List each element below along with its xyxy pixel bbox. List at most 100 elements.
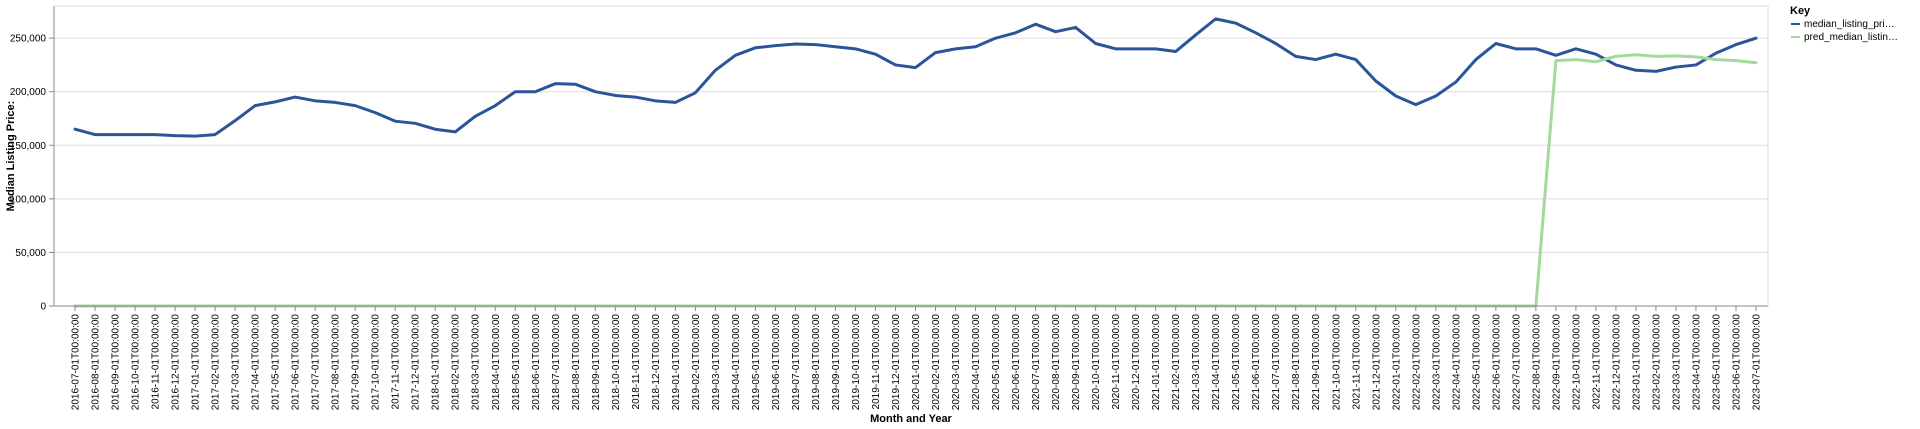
x-tick-label: 2018-11-01T00:00:00 (631, 314, 642, 410)
x-tick-label: 2017-11-01T00:00:00 (391, 314, 402, 410)
x-tick-label: 2017-09-01T00:00:00 (351, 314, 362, 411)
x-tick-label: 2017-12-01T00:00:00 (411, 314, 422, 411)
x-tick-label: 2019-06-01T00:00:00 (771, 314, 782, 411)
x-tick-label: 2021-04-01T00:00:00 (1211, 314, 1222, 411)
legend-entry-label: median_listing_pri… (1804, 19, 1895, 30)
x-tick-label: 2021-10-01T00:00:00 (1331, 314, 1342, 411)
x-tick-label: 2016-07-01T00:00:00 (71, 314, 82, 411)
x-tick-label: 2021-12-01T00:00:00 (1371, 314, 1382, 411)
x-tick-label: 2022-11-01T00:00:00 (1591, 314, 1602, 410)
x-tick-label: 2022-12-01T00:00:00 (1611, 314, 1622, 411)
y-axis: 0 50,000 100,000 150,000 200,000 250,000 (10, 6, 55, 313)
x-tick-label: 2018-01-01T00:00:00 (431, 314, 442, 411)
x-tick-label: 2020-12-01T00:00:00 (1131, 314, 1142, 411)
x-tick-label: 2022-08-01T00:00:00 (1531, 314, 1542, 411)
x-tick-label: 2021-07-01T00:00:00 (1271, 314, 1282, 411)
x-tick-label: 2022-06-01T00:00:00 (1491, 314, 1502, 411)
x-tick-label: 2019-07-01T00:00:00 (791, 314, 802, 411)
x-tick-label: 2023-05-01T00:00:00 (1711, 314, 1722, 411)
x-tick-label: 2020-08-01T00:00:00 (1051, 314, 1062, 411)
x-tick-label: 2020-04-01T00:00:00 (971, 314, 982, 411)
y-tick-label: 100,000 (10, 194, 47, 205)
x-tick-label: 2017-04-01T00:00:00 (251, 314, 262, 411)
x-tick-label: 2016-11-01T00:00:00 (151, 314, 162, 410)
x-tick-label: 2021-05-01T00:00:00 (1231, 314, 1242, 411)
x-tick-label: 2021-09-01T00:00:00 (1311, 314, 1322, 411)
x-tick-label: 2019-02-01T00:00:00 (691, 314, 702, 411)
x-tick-label: 2016-09-01T00:00:00 (111, 314, 122, 411)
x-tick-label: 2017-08-01T00:00:00 (331, 314, 342, 411)
x-tick-label: 2021-03-01T00:00:00 (1191, 314, 1202, 411)
x-tick-label: 2022-01-01T00:00:00 (1391, 314, 1402, 411)
x-tick-label: 2020-02-01T00:00:00 (931, 314, 942, 411)
x-tick-label: 2021-11-01T00:00:00 (1351, 314, 1362, 410)
legend-title: Key (1790, 5, 1811, 17)
x-tick-label: 2018-10-01T00:00:00 (611, 314, 622, 411)
series-line (73, 53, 1758, 308)
x-tick-label: 2017-10-01T00:00:00 (371, 314, 382, 411)
x-tick-label: 2017-03-01T00:00:00 (231, 314, 242, 411)
legend: Key median_listing_pri… pred_median_listi… (1790, 5, 1898, 43)
x-tick-label: 2019-09-01T00:00:00 (831, 314, 842, 411)
x-tick-label: 2016-12-01T00:00:00 (171, 314, 182, 411)
y-gridlines (54, 37, 1768, 307)
series-layer (73, 17, 1758, 308)
x-tick-label: 2018-07-01T00:00:00 (551, 314, 562, 411)
x-tick-label: 2018-04-01T00:00:00 (491, 314, 502, 411)
x-tick-label: 2020-09-01T00:00:00 (1071, 314, 1082, 411)
x-tick-label: 2018-02-01T00:00:00 (451, 314, 462, 411)
x-tick-label: 2020-05-01T00:00:00 (991, 314, 1002, 411)
x-tick-label: 2022-10-01T00:00:00 (1571, 314, 1582, 411)
x-tick-label: 2022-03-01T00:00:00 (1431, 314, 1442, 411)
x-tick-label: 2017-07-01T00:00:00 (311, 314, 322, 411)
x-tick-label: 2017-05-01T00:00:00 (271, 314, 282, 411)
x-tick-label: 2023-06-01T00:00:00 (1731, 314, 1742, 411)
x-tick-label: 2020-07-01T00:00:00 (1031, 314, 1042, 411)
x-tick-label: 2021-08-01T00:00:00 (1291, 314, 1302, 411)
series-line (73, 17, 1758, 138)
x-tick-label: 2023-02-01T00:00:00 (1651, 314, 1662, 411)
x-tick-label: 2023-03-01T00:00:00 (1671, 314, 1682, 411)
x-tick-label: 2019-01-01T00:00:00 (671, 314, 682, 411)
x-tick-label: 2021-02-01T00:00:00 (1171, 314, 1182, 411)
x-tick-label: 2022-07-01T00:00:00 (1511, 314, 1522, 411)
x-tick-label: 2018-03-01T00:00:00 (471, 314, 482, 411)
x-tick-label: 2016-10-01T00:00:00 (131, 314, 142, 411)
x-tick-label: 2019-12-01T00:00:00 (891, 314, 902, 411)
x-axis-title: Month and Year (870, 413, 952, 425)
x-tick-label: 2020-10-01T00:00:00 (1091, 314, 1102, 411)
x-axis: 2016-07-01T00:00:00 2016-08-01T00:00:00 20… (54, 305, 1768, 411)
x-tick-label: 2018-05-01T00:00:00 (511, 314, 522, 411)
x-tick-label: 2018-06-01T00:00:00 (531, 314, 542, 411)
x-tick-label: 2023-01-01T00:00:00 (1631, 314, 1642, 411)
x-tick-label: 2016-08-01T00:00:00 (91, 314, 102, 411)
plot-frame (53, 5, 1769, 307)
x-tick-label: 2022-09-01T00:00:00 (1551, 314, 1562, 411)
y-tick-label: 0 (40, 302, 46, 313)
x-tick-label: 2019-11-01T00:00:00 (871, 314, 882, 410)
x-tick-label: 2020-06-01T00:00:00 (1011, 314, 1022, 411)
x-tick-label: 2019-05-01T00:00:00 (751, 314, 762, 411)
x-tick-label: 2017-06-01T00:00:00 (291, 314, 302, 411)
x-tick-label: 2017-01-01T00:00:00 (191, 314, 202, 411)
x-tick-label: 2020-01-01T00:00:00 (911, 314, 922, 411)
legend-entries: median_listing_pri… pred_median_listin… (1791, 19, 1898, 43)
x-tick-label: 2017-02-01T00:00:00 (211, 314, 222, 411)
x-tick-label: 2023-07-01T00:00:00 (1752, 314, 1763, 411)
y-tick-label: 200,000 (10, 87, 47, 98)
y-tick-label: 250,000 (10, 34, 47, 45)
x-tick-label: 2018-09-01T00:00:00 (591, 314, 602, 411)
y-axis-title: Median Listing Price: (5, 101, 17, 212)
x-tick-label: 2023-04-01T00:00:00 (1691, 314, 1702, 411)
x-tick-label: 2019-04-01T00:00:00 (731, 314, 742, 411)
x-tick-label: 2019-03-01T00:00:00 (711, 314, 722, 411)
x-tick-label: 2022-05-01T00:00:00 (1471, 314, 1482, 411)
y-tick-label: 50,000 (15, 248, 46, 259)
x-tick-label: 2021-06-01T00:00:00 (1251, 314, 1262, 411)
x-tick-label: 2021-01-01T00:00:00 (1151, 314, 1162, 411)
legend-entry-label: pred_median_listin… (1804, 32, 1898, 43)
x-tick-label: 2018-12-01T00:00:00 (651, 314, 662, 411)
x-tick-label: 2022-04-01T00:00:00 (1451, 314, 1462, 411)
x-tick-label: 2018-08-01T00:00:00 (571, 314, 582, 411)
x-tick-label: 2019-08-01T00:00:00 (811, 314, 822, 411)
